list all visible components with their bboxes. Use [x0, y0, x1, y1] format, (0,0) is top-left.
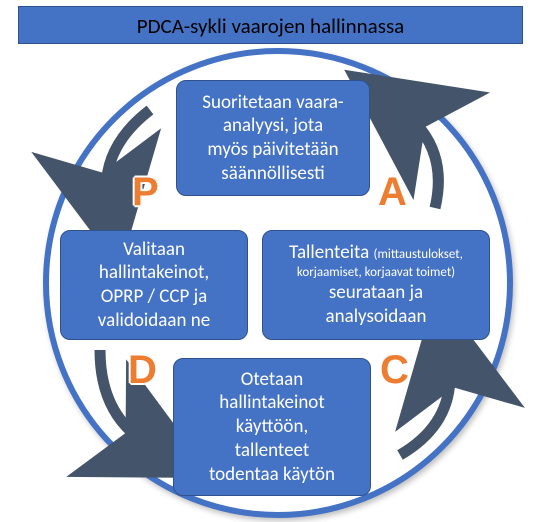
node-right-line2: korjaamiset, korjaavat toimet)	[297, 265, 455, 281]
node-bottom-line4: tallenteet	[235, 439, 310, 463]
letter-d: D	[128, 348, 157, 393]
letter-c: C	[380, 348, 409, 393]
node-left-line3: OPRP / CCP ja	[101, 285, 207, 309]
node-left-line4: validoidaan ne	[98, 309, 210, 333]
node-right: Tallenteita (mittaustulokset, korjaamise…	[262, 230, 490, 340]
node-right-line1a: Tallenteita	[289, 241, 373, 264]
node-right-line3: seurataan ja	[329, 281, 423, 305]
letter-p: P	[132, 170, 159, 215]
node-top-line4: säännöllisesti	[221, 162, 324, 186]
node-bottom-line1: Otetaan	[241, 368, 303, 392]
title-bar: PDCA-sykli vaarojen hallinnassa	[18, 6, 523, 44]
node-left: Valitaan hallintakeinot, OPRP / CCP ja v…	[60, 230, 248, 340]
node-right-line1b: (mittaustulokset,	[374, 247, 463, 262]
node-right-row1: Tallenteita (mittaustulokset,	[289, 241, 463, 265]
node-bottom-line2: hallintakeinot	[219, 391, 324, 415]
title-text: PDCA-sykli vaarojen hallinnassa	[137, 13, 404, 39]
letter-a: A	[378, 170, 407, 215]
node-bottom-line5: todentaa käytön	[209, 463, 335, 487]
node-bottom: Otetaan hallintakeinot käyttöön, tallent…	[173, 358, 371, 496]
node-top: Suoritetaan vaara- analyysi, jota myös p…	[176, 80, 370, 196]
node-top-line1: Suoritetaan vaara-	[202, 91, 344, 115]
node-left-line1: Valitaan	[123, 238, 185, 262]
node-bottom-line3: käyttöön,	[236, 415, 308, 439]
node-top-line2: analyysi, jota	[223, 114, 323, 138]
node-top-line3: myös päivitetään	[207, 138, 338, 162]
node-right-line4: analysoidaan	[326, 305, 427, 329]
node-left-line2: hallintakeinot,	[99, 261, 209, 285]
